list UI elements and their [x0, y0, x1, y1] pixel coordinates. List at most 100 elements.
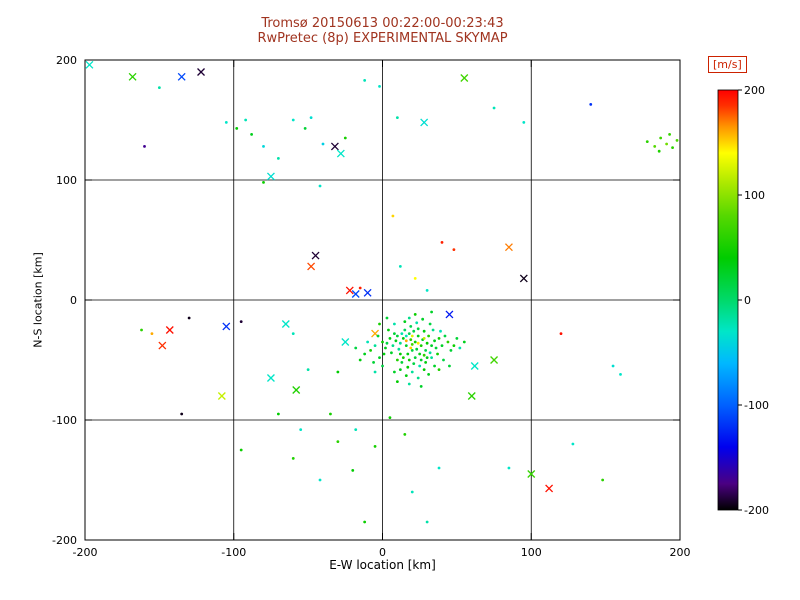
- scatter-point-dot: [430, 356, 433, 359]
- scatter-point-dot: [318, 478, 322, 482]
- scatter-point-dot: [442, 358, 445, 362]
- y-tick-label: 200: [56, 54, 77, 67]
- scatter-point-dot: [404, 344, 408, 347]
- scatter-point-dot: [412, 362, 416, 365]
- scatter-point-dot: [387, 328, 390, 332]
- scatter-point-cross: [470, 362, 479, 370]
- scatter-point-cross: [266, 172, 275, 181]
- scatter-point-dot: [404, 334, 408, 338]
- scatter-point-dot: [403, 433, 407, 436]
- scatter-point-dot: [422, 329, 426, 333]
- scatter-point-dot: [378, 356, 381, 359]
- y-axis-label: N-S location [km]: [31, 252, 45, 348]
- scatter-point-dot: [437, 466, 441, 470]
- scatter-point-dot: [385, 341, 389, 345]
- scatter-point-cross: [266, 374, 275, 382]
- scatter-point-dot: [403, 328, 407, 332]
- scatter-point-dot: [180, 412, 184, 416]
- scatter-point-dot: [157, 86, 161, 89]
- y-tick-label: -200: [52, 534, 77, 547]
- scatter-point-dot: [443, 334, 447, 338]
- scatter-point-dot: [424, 361, 428, 364]
- scatter-point-dot: [659, 136, 663, 140]
- scatter-point-cross: [351, 290, 360, 298]
- scatter-point-dot: [239, 448, 243, 452]
- scatter-point-dot: [410, 370, 414, 374]
- scatter-point-dot: [378, 85, 381, 88]
- scatter-point-dot: [406, 352, 410, 356]
- scatter-point-dot: [446, 340, 450, 344]
- scatter-point-dot: [416, 334, 420, 338]
- scatter-point-cross: [158, 341, 167, 350]
- scatter-point-dot: [421, 317, 425, 321]
- scatter-point-dot: [410, 349, 414, 352]
- scatter-point-dot: [390, 351, 393, 355]
- scatter-point-dot: [589, 103, 593, 106]
- scatter-point-dot: [434, 346, 438, 350]
- x-axis-label: E-W location [km]: [329, 558, 436, 572]
- scatter-point-dot: [433, 364, 436, 368]
- scatter-point-cross: [460, 74, 469, 82]
- scatter-point-dot: [416, 327, 420, 331]
- scatter-point-dot: [354, 428, 358, 431]
- colorbar-tick-label: 200: [744, 84, 765, 97]
- scatter-point-dot: [418, 352, 422, 356]
- scatter-point-dot: [455, 337, 459, 340]
- scatter-point-dot: [401, 356, 405, 359]
- y-tick-label: -100: [52, 414, 77, 427]
- scatter-point-cross: [420, 118, 429, 127]
- colorbar-tick-label: -100: [744, 399, 769, 412]
- scatter-point-dot: [611, 364, 615, 368]
- scatter-point-dot: [419, 358, 423, 362]
- scatter-point-dot: [412, 329, 416, 333]
- scatter-point-dot: [388, 337, 392, 340]
- scatter-point-dot: [407, 382, 411, 386]
- y-tick-label: 100: [56, 174, 77, 187]
- scatter-point-cross: [197, 68, 205, 76]
- scatter-point-dot: [299, 428, 303, 431]
- scatter-point-dot: [410, 343, 414, 346]
- scatter-point-dot: [381, 340, 384, 344]
- scatter-point-dot: [458, 346, 462, 350]
- scatter-point-dot: [413, 340, 417, 344]
- scatter-point-dot: [235, 126, 239, 130]
- scatter-point-dot: [424, 349, 428, 352]
- scatter-point-dot: [303, 126, 307, 130]
- scatter-point-dot: [398, 368, 402, 371]
- scatter-point-dot: [262, 145, 265, 148]
- scatter-point-dot: [398, 352, 402, 356]
- x-tick-label: 0: [379, 546, 386, 559]
- scatter-point-dot: [403, 320, 407, 323]
- x-tick-label: 100: [521, 546, 542, 559]
- scatter-point-dot: [427, 373, 431, 376]
- scatter-point-dot: [433, 339, 436, 343]
- scatter-point-dot: [391, 214, 395, 218]
- scatter-point-dot: [416, 376, 420, 380]
- scatter-point-dot: [150, 332, 154, 335]
- scatter-point-dot: [665, 142, 669, 146]
- scatter-point-dot: [422, 353, 426, 357]
- scatter-point-dot: [372, 361, 375, 364]
- scatter-point-dot: [276, 412, 280, 416]
- scatter-point-dot: [507, 466, 511, 470]
- scatter-point-dot: [437, 368, 441, 371]
- scatter-point-dot: [400, 361, 404, 364]
- scatter-point-cross: [311, 251, 320, 260]
- scatter-point-cross: [519, 274, 528, 283]
- scatter-point-dot: [436, 352, 439, 356]
- scatter-point-dot: [404, 339, 408, 343]
- x-tick-label: -100: [221, 546, 246, 559]
- scatter-point-dot: [395, 380, 399, 383]
- scatter-point-dot: [373, 370, 377, 374]
- scatter-point-cross: [128, 72, 137, 81]
- scatter-point-dot: [422, 368, 426, 371]
- scatter-point-cross: [341, 338, 350, 346]
- scatter-point-cross: [177, 72, 186, 81]
- scatter-point-dot: [452, 344, 456, 347]
- scatter-point-dot: [393, 322, 396, 326]
- scatter-point-dot: [291, 332, 295, 335]
- scatter-point-dot: [407, 316, 411, 320]
- scatter-point-cross: [281, 320, 290, 328]
- scatter-point-dot: [363, 79, 367, 82]
- scatter-point-dot: [244, 118, 248, 122]
